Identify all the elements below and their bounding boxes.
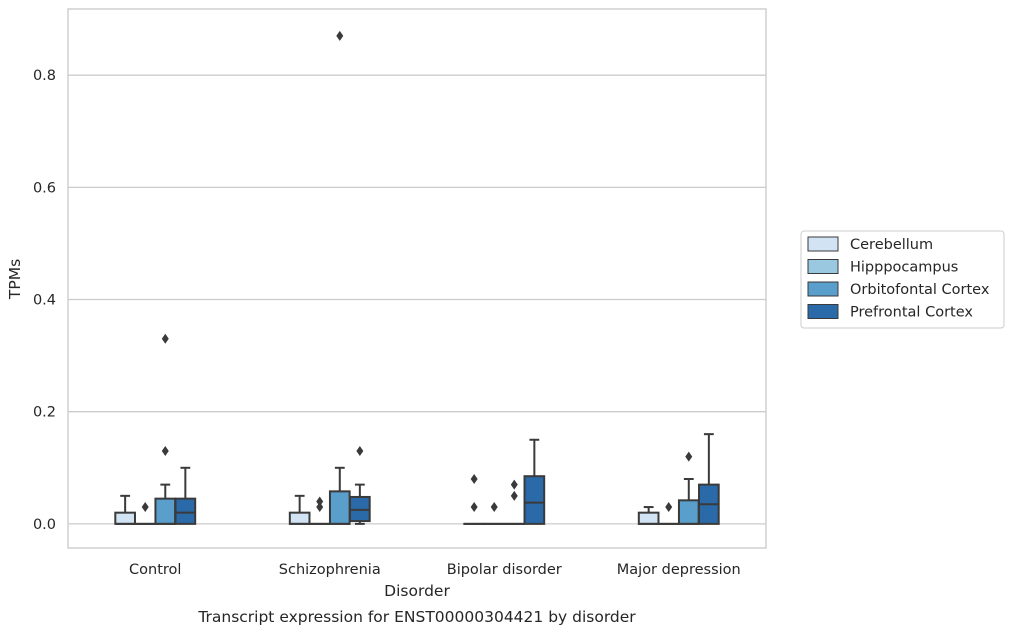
- x-tick-label: Schizophrenia: [279, 562, 381, 578]
- box-prefrontal-cortex: [698, 433, 720, 525]
- plot-area: [67, 8, 767, 549]
- boxes: [114, 30, 720, 525]
- legend-swatch: [807, 259, 839, 274]
- box-iqr: [288, 511, 311, 525]
- y-tick-label: 0.4: [33, 293, 56, 309]
- outlier-point: [665, 502, 673, 513]
- box-hipppocampus: [483, 502, 506, 525]
- outlier-point: [685, 451, 693, 462]
- legend-swatch: [807, 236, 839, 252]
- y-tick-label: 0.6: [33, 180, 56, 196]
- box-iqr: [114, 511, 136, 525]
- y-tick-label: 0.8: [33, 68, 56, 84]
- legend-swatch: [807, 304, 839, 319]
- box-iqr: [174, 497, 197, 525]
- y-tick-labels: 0.0 0.2 0.4 0.6 0.8: [33, 68, 56, 533]
- box-iqr: [677, 499, 700, 525]
- box-cerebellum: [114, 494, 136, 525]
- y-tick-label: 0.0: [33, 517, 56, 533]
- x-tick-label: Control: [129, 562, 181, 578]
- outlier-point: [510, 490, 518, 501]
- x-tick-label: Bipolar disorder: [447, 562, 562, 578]
- box-prefrontal-cortex: [349, 445, 371, 525]
- y-axis-label: TPMs: [6, 259, 24, 300]
- box-iqr: [328, 490, 351, 525]
- x-tick-label: Major depression: [617, 562, 741, 578]
- outlier-point: [490, 502, 498, 513]
- outlier-point: [161, 333, 169, 344]
- outlier-point: [470, 474, 478, 485]
- outlier-point: [161, 445, 169, 456]
- outlier-point: [141, 502, 149, 513]
- legend-label: Cerebellum: [850, 237, 933, 253]
- legend-swatch: [807, 281, 839, 297]
- outlier-point: [316, 502, 324, 513]
- box-iqr: [154, 497, 177, 525]
- box-iqr: [523, 475, 546, 525]
- box-prefrontal-cortex: [174, 466, 197, 525]
- legend: Cerebellum Hipppocampus Orbitofontal Corte…: [800, 230, 1005, 329]
- legend-label: Orbitofontal Cortex: [850, 282, 990, 298]
- legend-frame: [800, 230, 1005, 329]
- x-axis-label: Disorder: [384, 582, 450, 600]
- chart-caption: Transcript expression for ENST0000030442…: [197, 608, 636, 626]
- outlier-point: [510, 479, 518, 490]
- outlier-point: [470, 502, 478, 513]
- legend-label: Hipppocampus: [850, 260, 958, 276]
- y-tick-label: 0.2: [33, 405, 56, 421]
- box-cerebellum: [637, 506, 660, 525]
- box-cerebellum: [463, 474, 485, 525]
- outlier-point: [336, 30, 344, 41]
- box-iqr: [637, 511, 660, 525]
- box-orbitofontal-cortex: [503, 479, 526, 525]
- box-cerebellum: [288, 494, 311, 525]
- box-prefrontal-cortex: [523, 438, 546, 525]
- legend-label: Prefrontal Cortex: [850, 305, 973, 321]
- outlier-point: [316, 496, 324, 507]
- box-orbitofontal-cortex: [677, 451, 700, 525]
- outlier-point: [356, 445, 364, 456]
- x-tick-labels: Control Schizophrenia Bipolar disorder Majo…: [129, 562, 741, 578]
